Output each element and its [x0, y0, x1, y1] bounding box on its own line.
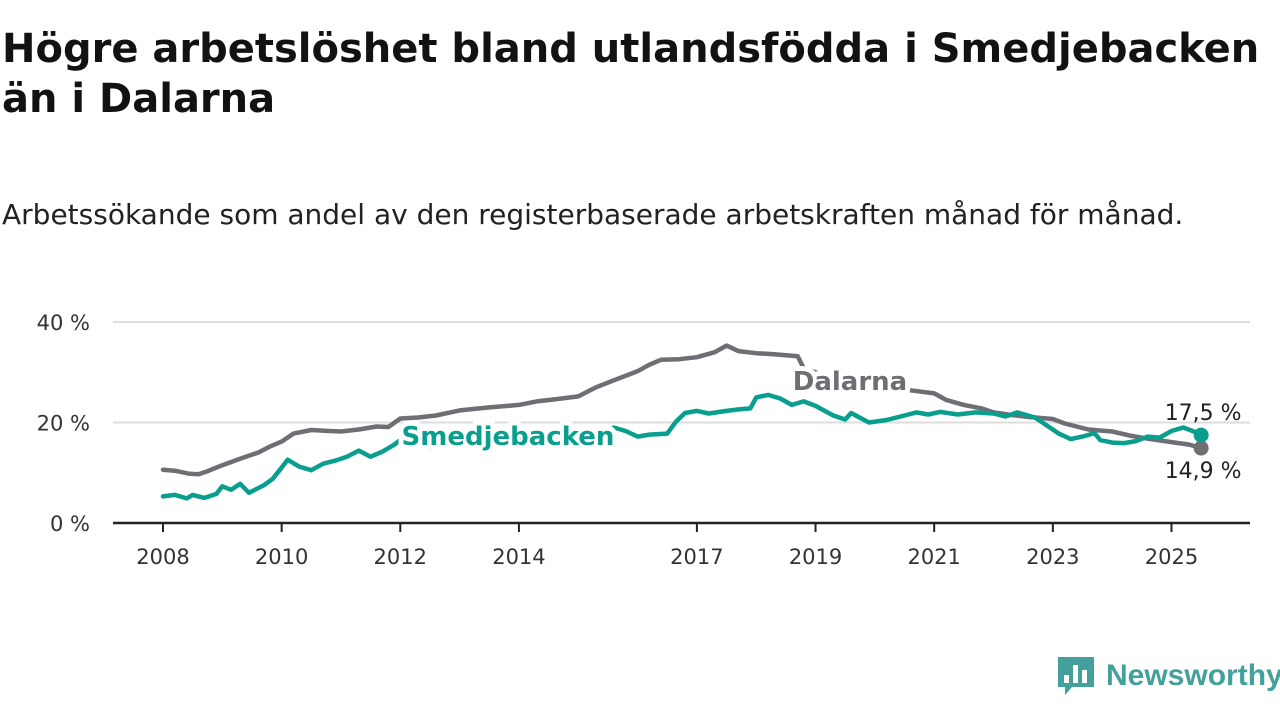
series-line-smedjebacken — [160, 392, 1204, 501]
end-point-dalarna — [1193, 440, 1209, 456]
y-tick-label: 40 % — [37, 311, 90, 335]
x-tick-label: 2025 — [1145, 545, 1198, 569]
chart-title: Högre arbetslöshet bland utlandsfödda i … — [2, 26, 1260, 122]
series-label-dalarna: Dalarna — [793, 367, 907, 397]
x-tick-label: 2014 — [492, 545, 545, 569]
chart-bars-icon — [1058, 657, 1094, 695]
x-tick-label: 2012 — [374, 545, 427, 569]
brand-name: Newsworthy — [1106, 659, 1280, 692]
chart-subtitle: Arbetssökande som andel av den registerb… — [2, 198, 1184, 231]
series-line-dalarna — [160, 343, 1204, 477]
x-tick-label: 2017 — [670, 545, 723, 569]
series-label-smedjebacken: Smedjebacken — [402, 422, 615, 452]
y-tick-label: 20 % — [37, 412, 90, 436]
x-tick-label: 2021 — [907, 545, 960, 569]
end-label-dalarna: 14,9 % — [1165, 459, 1242, 484]
x-tick-label: 2010 — [255, 545, 308, 569]
line-chart: 0 % 20 % 40 % 2008 2010 2012 2014 2017 2019 2021 2… — [37, 311, 1250, 569]
end-label-smedjebacken: 17,5 % — [1165, 401, 1242, 426]
y-tick-label: 0 % — [50, 512, 90, 536]
x-tick-label: 2023 — [1026, 545, 1079, 569]
end-point-smedjebacken — [1193, 427, 1209, 443]
newsworthy-logo: Newsworthy — [1058, 654, 1280, 698]
x-tick-label: 2019 — [789, 545, 842, 569]
x-tick-label: 2008 — [136, 545, 189, 569]
